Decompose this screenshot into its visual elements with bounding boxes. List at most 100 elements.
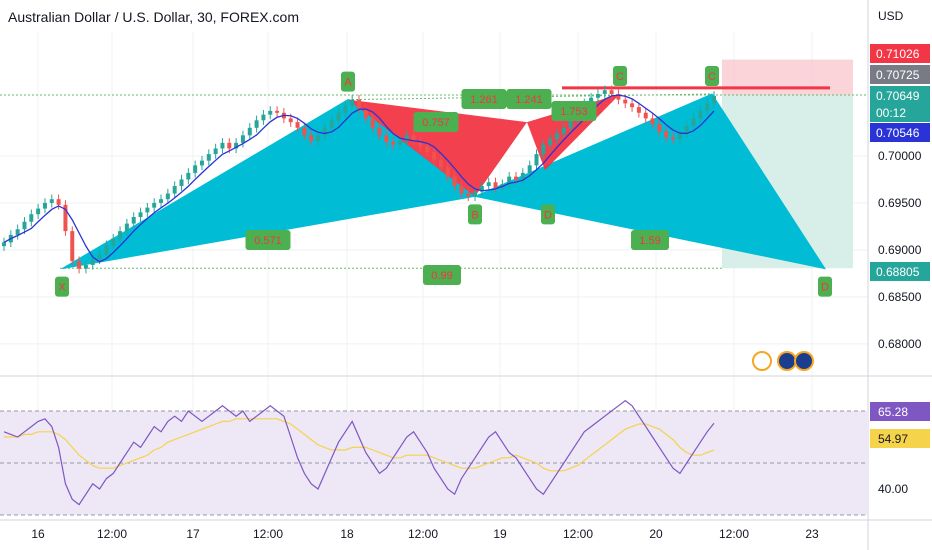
price-badge: [870, 44, 930, 63]
candle-body: [527, 165, 532, 173]
candle-body: [411, 135, 416, 141]
candle-body: [29, 214, 34, 222]
candle-body: [343, 105, 348, 113]
candle-body: [705, 103, 710, 111]
candle-body: [712, 95, 716, 104]
candle-body: [507, 176, 512, 185]
x-tick-label: 23: [805, 527, 819, 541]
rsi-value-badge: [870, 402, 930, 421]
candle-body: [145, 207, 150, 213]
x-tick-label: 12:00: [719, 527, 749, 541]
candle-body: [172, 186, 177, 194]
stop-loss-zone: [722, 59, 853, 96]
x-tick-label: 12:00: [97, 527, 127, 541]
candle-body: [213, 148, 218, 155]
candle-body: [473, 191, 478, 197]
x-tick-label: 19: [493, 527, 507, 541]
ratio-badge: [551, 101, 597, 121]
ratio-label: 1.59: [639, 235, 660, 247]
y-tick-label: 0.69500: [878, 196, 922, 210]
candle-body: [49, 199, 54, 203]
candle-body: [541, 144, 546, 155]
candle-body: [15, 229, 20, 235]
pattern-point-label: A: [344, 77, 352, 89]
candle-body: [493, 182, 498, 188]
candle-body: [438, 159, 443, 168]
candle-body: [479, 186, 484, 192]
candle-body: [36, 208, 41, 215]
pattern-point-badge: [468, 204, 482, 225]
price-badge-label: 0.70649: [876, 89, 920, 103]
candle-body: [664, 131, 669, 138]
ratio-badge: [461, 89, 507, 109]
candle-body: [227, 142, 232, 149]
candle-body: [268, 110, 273, 115]
candle-body: [589, 97, 594, 104]
candle-body: [636, 107, 641, 113]
candle-body: [336, 112, 341, 121]
price-badge-label: 00:12: [876, 106, 906, 120]
price-badge-label: 0.68805: [876, 265, 920, 279]
candle-body: [425, 146, 430, 153]
x-tick-label: 17: [186, 527, 200, 541]
candle-body: [220, 142, 225, 149]
candle-body: [159, 199, 164, 203]
harmonic-cd-red-triangle: [527, 93, 620, 171]
rsi-value-label: 54.97: [878, 432, 908, 446]
event-flag-icon: [752, 351, 772, 371]
candle-body: [691, 118, 696, 126]
candle-body: [595, 93, 600, 98]
candle-body: [70, 231, 75, 262]
candle-body: [561, 127, 566, 134]
ratio-badge: [423, 265, 461, 285]
candle-body: [206, 154, 211, 161]
candle-body: [56, 199, 61, 205]
pattern-point-badge: [818, 276, 832, 297]
price-badge-label: 0.71026: [876, 47, 920, 61]
candle-body: [370, 118, 375, 128]
x-tick-label: 12:00: [408, 527, 438, 541]
price-badge: [870, 262, 930, 281]
ratio-label: 0.757: [422, 117, 450, 129]
candle-body: [247, 127, 252, 136]
candle-body: [2, 242, 6, 247]
pattern-point-badge: [613, 65, 627, 86]
candle-body: [432, 152, 437, 160]
y-tick-label: 0.70000: [878, 149, 922, 163]
candle-body: [466, 193, 471, 197]
candle-body: [302, 127, 307, 136]
ratio-label: 1.261: [470, 94, 498, 106]
x-tick-label: 16: [31, 527, 45, 541]
candle-body: [179, 179, 184, 187]
candle-body: [111, 238, 116, 246]
candle-body: [240, 135, 245, 143]
pattern-point-label: C: [708, 71, 716, 83]
candle-body: [152, 202, 157, 208]
pattern-point-label: X: [58, 282, 66, 294]
pattern-point-badge: [55, 276, 69, 297]
candle-body: [295, 122, 300, 128]
candle-body: [124, 223, 129, 232]
candle-body: [486, 182, 491, 187]
candle-body: [602, 90, 607, 94]
candle-body: [63, 204, 68, 232]
candle-body: [131, 217, 136, 224]
candle-body: [657, 124, 662, 132]
harmonic-ac-line: [347, 93, 713, 101]
pattern-point-badge: [541, 204, 555, 225]
price-badge-label: 0.70725: [876, 68, 920, 82]
x-tick-label: 18: [340, 527, 354, 541]
price-badge: [870, 103, 930, 122]
price-badge: [870, 123, 930, 142]
rsi-line: [3, 399, 715, 506]
candle-body: [698, 110, 703, 119]
candle-body: [609, 90, 614, 94]
ratio-badge: [631, 230, 669, 250]
candle-body: [671, 137, 676, 140]
y-tick-label: 0.68000: [878, 337, 922, 351]
candle-body: [418, 140, 423, 147]
candle-body: [554, 133, 559, 140]
candle-body: [193, 165, 198, 173]
candle-body: [138, 212, 143, 218]
